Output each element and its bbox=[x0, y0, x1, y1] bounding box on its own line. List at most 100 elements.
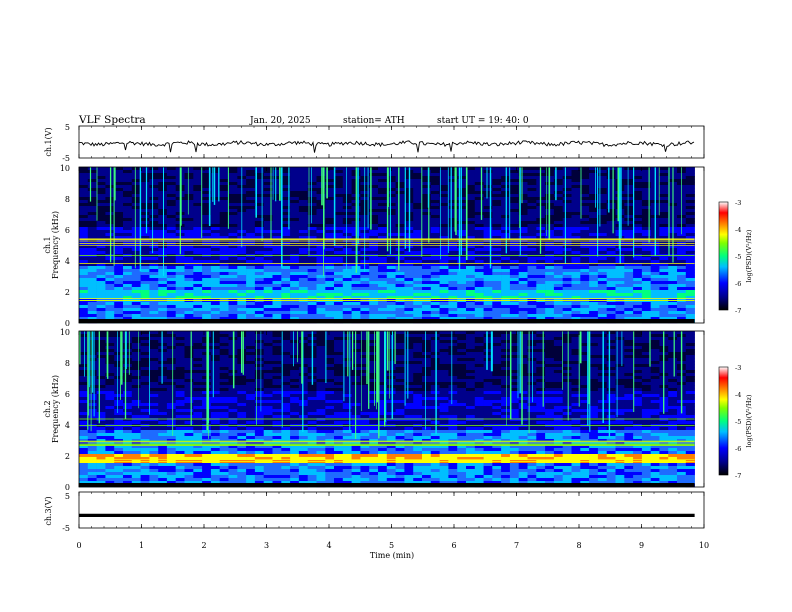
spectrogram-cell bbox=[518, 278, 528, 282]
spectrogram-cell bbox=[342, 284, 352, 288]
spectrogram-cell bbox=[685, 248, 695, 252]
spectrogram-cell bbox=[246, 245, 256, 249]
spectrogram-cell bbox=[334, 352, 344, 356]
spectrogram-cell bbox=[386, 346, 396, 350]
spectrogram-cell bbox=[474, 215, 484, 219]
spectrogram-cell bbox=[404, 340, 414, 344]
spectrogram-cell bbox=[272, 287, 282, 291]
spectrogram-cell bbox=[158, 311, 168, 315]
spectrogram-cell bbox=[580, 230, 590, 234]
spectrogram-cell bbox=[545, 308, 555, 312]
spectrogram-cell bbox=[263, 221, 273, 225]
spectrogram-cell bbox=[131, 284, 141, 288]
spectrogram-cell bbox=[184, 287, 194, 291]
spectrogram-cell bbox=[96, 215, 106, 219]
spectrogram-cell bbox=[316, 355, 326, 359]
spectrogram-cell bbox=[149, 191, 159, 195]
spectrogram-cell bbox=[369, 170, 379, 174]
spectrogram-cell bbox=[606, 305, 616, 309]
spectrogram-cell bbox=[246, 263, 256, 267]
spectrogram-cell bbox=[422, 209, 432, 213]
spectrogram-cell bbox=[237, 281, 247, 285]
spectrogram-cell bbox=[641, 373, 651, 377]
spectrogram-cell bbox=[360, 358, 370, 362]
spectrogram-cell bbox=[571, 266, 581, 270]
spectrogram-cell bbox=[290, 194, 300, 198]
spectrogram-cell bbox=[378, 340, 388, 344]
spectrogram-cell bbox=[466, 278, 476, 282]
spectrogram-cell bbox=[87, 305, 97, 309]
spectrogram-cell bbox=[685, 236, 695, 240]
spectrogram-cell bbox=[395, 227, 405, 231]
spectrogram-cell bbox=[430, 236, 440, 240]
spectrogram-cell bbox=[395, 284, 405, 288]
spectrogram-cell bbox=[606, 233, 616, 237]
spectrogram-cell bbox=[316, 334, 326, 338]
spectrogram-cell bbox=[131, 245, 141, 249]
spectrogram-cell bbox=[351, 373, 361, 377]
spectrogram-cell bbox=[290, 355, 300, 359]
spectrogram-cell bbox=[589, 215, 599, 219]
spectrogram-cell bbox=[466, 260, 476, 264]
spectrogram-cell bbox=[334, 275, 344, 279]
spectrogram-cell bbox=[641, 284, 651, 288]
spectrogram-cell bbox=[518, 281, 528, 285]
spectrogram-cell bbox=[140, 370, 150, 374]
spectrogram-cell bbox=[633, 251, 643, 255]
spectrogram-cell bbox=[281, 278, 291, 282]
spectrogram-cell bbox=[290, 269, 300, 273]
spectrogram-cell bbox=[509, 290, 519, 294]
spectrogram-cell bbox=[536, 376, 546, 380]
spectrogram-cell bbox=[597, 197, 607, 201]
station-label: station= ATH bbox=[343, 116, 405, 126]
spectrogram-cell bbox=[589, 340, 599, 344]
spectrogram-cell bbox=[96, 206, 106, 210]
spectrogram-cell bbox=[307, 221, 317, 225]
spectrogram-cell bbox=[254, 334, 264, 338]
spectrogram-cell bbox=[633, 296, 643, 300]
spectrogram-cell bbox=[422, 200, 432, 204]
spectrogram-cell bbox=[342, 311, 352, 315]
spectrogram-cell bbox=[342, 197, 352, 201]
spectrogram-cell bbox=[166, 293, 176, 297]
spectrogram-cell bbox=[457, 314, 467, 318]
spectrogram-cell bbox=[202, 287, 212, 291]
spectrogram-cell bbox=[659, 311, 669, 315]
spectrogram-cell bbox=[606, 257, 616, 261]
spectrogram-cell bbox=[386, 188, 396, 192]
spectrogram-cell bbox=[184, 293, 194, 297]
spectrogram-cell bbox=[219, 290, 229, 294]
spectrogram-cell bbox=[509, 287, 519, 291]
spectrogram-cell bbox=[430, 185, 440, 189]
spectrogram-cell bbox=[210, 230, 220, 234]
spectrogram-cell bbox=[527, 200, 537, 204]
spectrogram-cell bbox=[474, 173, 484, 177]
spectrogram-cell bbox=[492, 379, 502, 383]
spectrogram-cell bbox=[123, 278, 133, 282]
spectrogram-cell bbox=[342, 227, 352, 231]
spectrogram-cell bbox=[633, 349, 643, 353]
spectrogram-cell bbox=[149, 293, 159, 297]
spectrogram-cell bbox=[307, 305, 317, 309]
spectrogram-cell bbox=[254, 230, 264, 234]
spectrogram-cell bbox=[131, 272, 141, 276]
spectrogram-cell bbox=[219, 263, 229, 267]
spectrogram-cell bbox=[430, 257, 440, 261]
spectrogram-cell bbox=[545, 290, 555, 294]
spectrogram-cell bbox=[589, 167, 599, 171]
spectrogram-cell bbox=[166, 185, 176, 189]
spectrogram-cell bbox=[386, 370, 396, 374]
spectrogram-cell bbox=[474, 346, 484, 350]
spectrogram-cell bbox=[413, 343, 423, 347]
spectrogram-cell bbox=[246, 317, 256, 321]
spectrogram-cell bbox=[386, 284, 396, 288]
spectrogram-cell bbox=[290, 266, 300, 270]
spectrogram-cell bbox=[105, 376, 115, 380]
spectrogram-cell bbox=[430, 373, 440, 377]
spectrogram-cell bbox=[430, 227, 440, 231]
spectrogram-cell bbox=[254, 212, 264, 216]
spectrogram-cell bbox=[633, 269, 643, 273]
spectrogram-cell bbox=[369, 272, 379, 276]
spectrogram-cell bbox=[562, 302, 572, 306]
spectrogram-cell bbox=[351, 358, 361, 362]
